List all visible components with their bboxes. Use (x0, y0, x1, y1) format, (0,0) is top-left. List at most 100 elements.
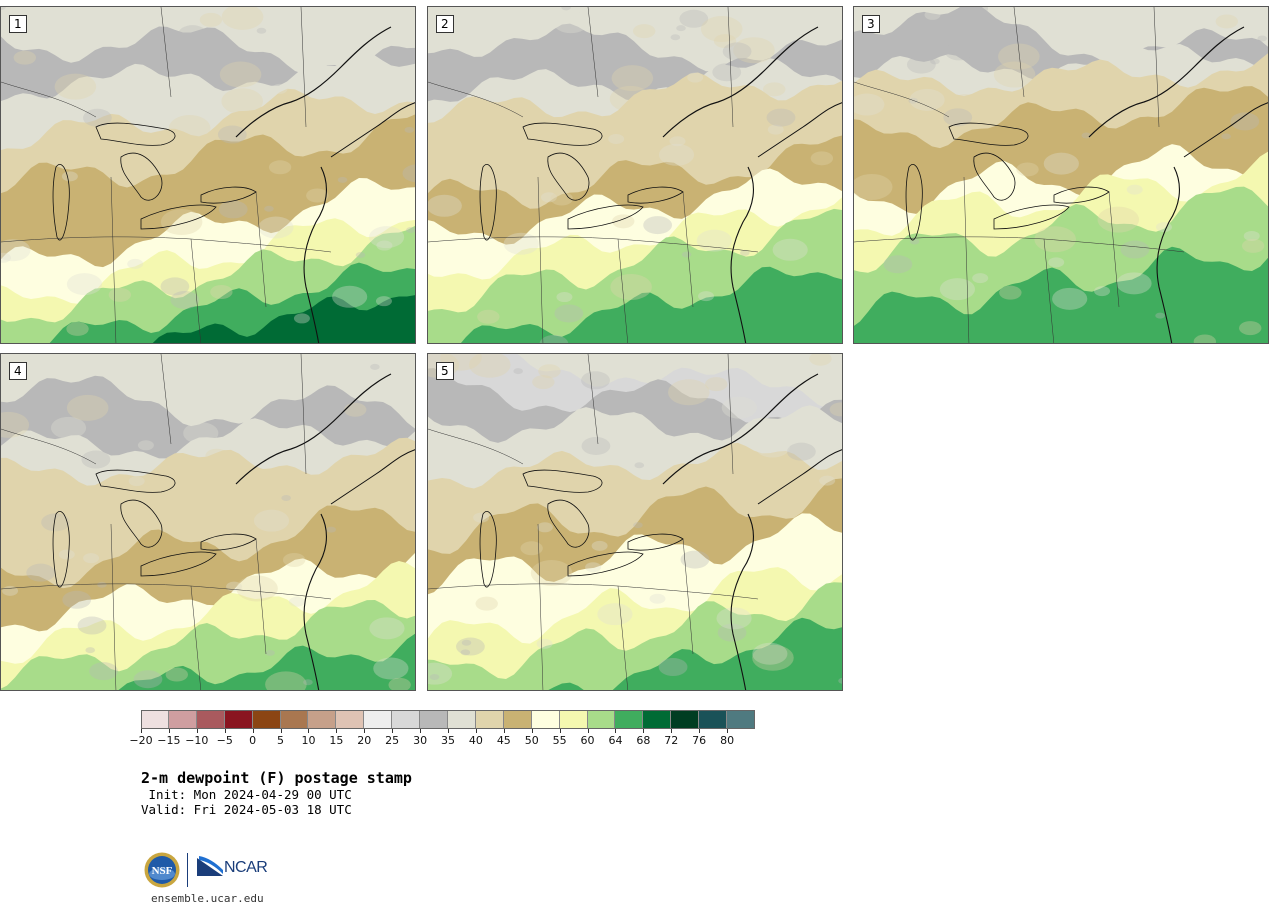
lake-outline (973, 152, 1016, 201)
texture-patch (1193, 334, 1217, 343)
texture-patch (854, 93, 885, 116)
texture-patch (953, 94, 977, 109)
texture-patch (221, 7, 264, 30)
texture-patch (429, 674, 440, 681)
state-border (428, 428, 524, 465)
texture-patch (183, 422, 219, 445)
texture-patch (643, 216, 673, 235)
texture-patch (766, 108, 796, 127)
texture-patch (54, 73, 97, 100)
texture-patch (218, 200, 248, 219)
colorbar-swatch (643, 710, 672, 729)
texture-patch (369, 617, 405, 640)
colorbar-swatch (475, 710, 504, 729)
texture-patch (1, 530, 40, 557)
texture-patch (700, 16, 743, 43)
texture-patch (632, 24, 656, 39)
dewpoint-map-field (1, 7, 415, 343)
colorbar-swatch (392, 710, 421, 729)
texture-patch (696, 229, 732, 252)
state-border (727, 7, 734, 128)
lake-outline (95, 122, 176, 146)
dewpoint-band (854, 246, 1268, 343)
colorbar-tick-mark (531, 729, 533, 733)
lake-outline (948, 122, 1029, 146)
texture-patch (740, 249, 750, 256)
dewpoint-map-field (428, 354, 842, 690)
postage-stamp-map-2: 2 (427, 6, 843, 344)
texture-patch (553, 11, 589, 34)
dewpoint-band (548, 617, 842, 690)
colorbar-swatch (141, 710, 169, 729)
texture-patch (405, 226, 415, 233)
colorbar-tick-mark (503, 729, 505, 733)
texture-patch (713, 34, 737, 49)
texture-patch (930, 58, 940, 65)
colorbar-swatch (448, 710, 476, 729)
texture-patch (344, 402, 367, 417)
texture-patch (219, 61, 262, 88)
state-border (537, 523, 544, 690)
texture-patch (89, 662, 118, 681)
colorbar-swatch (727, 710, 755, 729)
state-border (727, 354, 734, 475)
colorbar-tick-mark (280, 729, 282, 733)
texture-patch (337, 176, 348, 183)
colorbar-tick-mark (727, 729, 729, 733)
state-border (587, 354, 599, 445)
texture-patch (1, 239, 31, 262)
texture-patch (536, 638, 553, 649)
texture-patch (281, 494, 291, 501)
colorbar-tick-label: 35 (441, 734, 455, 747)
lake-outline (905, 164, 923, 241)
texture-patch (13, 50, 37, 65)
texture-patch (712, 63, 742, 82)
texture-patch (1043, 152, 1079, 175)
texture-patch (160, 277, 190, 296)
texture-patch (61, 171, 78, 182)
texture-patch (681, 251, 692, 258)
texture-patch (944, 42, 974, 61)
colorbar-tick-label: 30 (413, 734, 428, 747)
texture-patch (66, 273, 103, 296)
texture-patch (66, 321, 89, 336)
texture-patch (168, 115, 211, 142)
colorbar-tick-mark (364, 729, 366, 733)
texture-patch (538, 364, 561, 379)
texture-patch (561, 7, 571, 11)
lake-outline (140, 204, 217, 230)
texture-patch (128, 476, 145, 487)
member-number-label: 4 (9, 362, 27, 380)
border-line (1088, 26, 1245, 138)
texture-patch (767, 124, 784, 135)
state-border (190, 238, 202, 343)
texture-patch (58, 549, 75, 560)
colorbar-tick-mark (168, 729, 170, 733)
texture-patch (993, 61, 1036, 88)
lake-outline (547, 152, 590, 201)
lake-outline (52, 511, 70, 588)
texture-patch (428, 194, 462, 217)
colorbar-tick-label: 40 (468, 734, 483, 747)
texture-patch (1081, 132, 1092, 139)
state-border (300, 7, 307, 128)
texture-patch (475, 596, 498, 611)
texture-patch (21, 354, 57, 377)
texture-patch (288, 596, 305, 607)
texture-patch (97, 581, 107, 588)
postage-stamp-map-4: 4 (0, 353, 416, 691)
texture-patch (679, 9, 709, 28)
coastline (730, 513, 754, 690)
texture-patch (66, 394, 109, 421)
coastline (1156, 166, 1180, 343)
texture-patch (609, 85, 652, 112)
texture-patch (540, 192, 557, 203)
texture-patch (428, 662, 453, 685)
dewpoint-band (460, 266, 842, 343)
logo-divider (187, 853, 188, 887)
state-border (854, 81, 950, 118)
colorbar-tick-mark (475, 729, 477, 733)
texture-patch (591, 540, 608, 551)
texture-patch (271, 83, 288, 94)
texture-patch (550, 191, 573, 206)
